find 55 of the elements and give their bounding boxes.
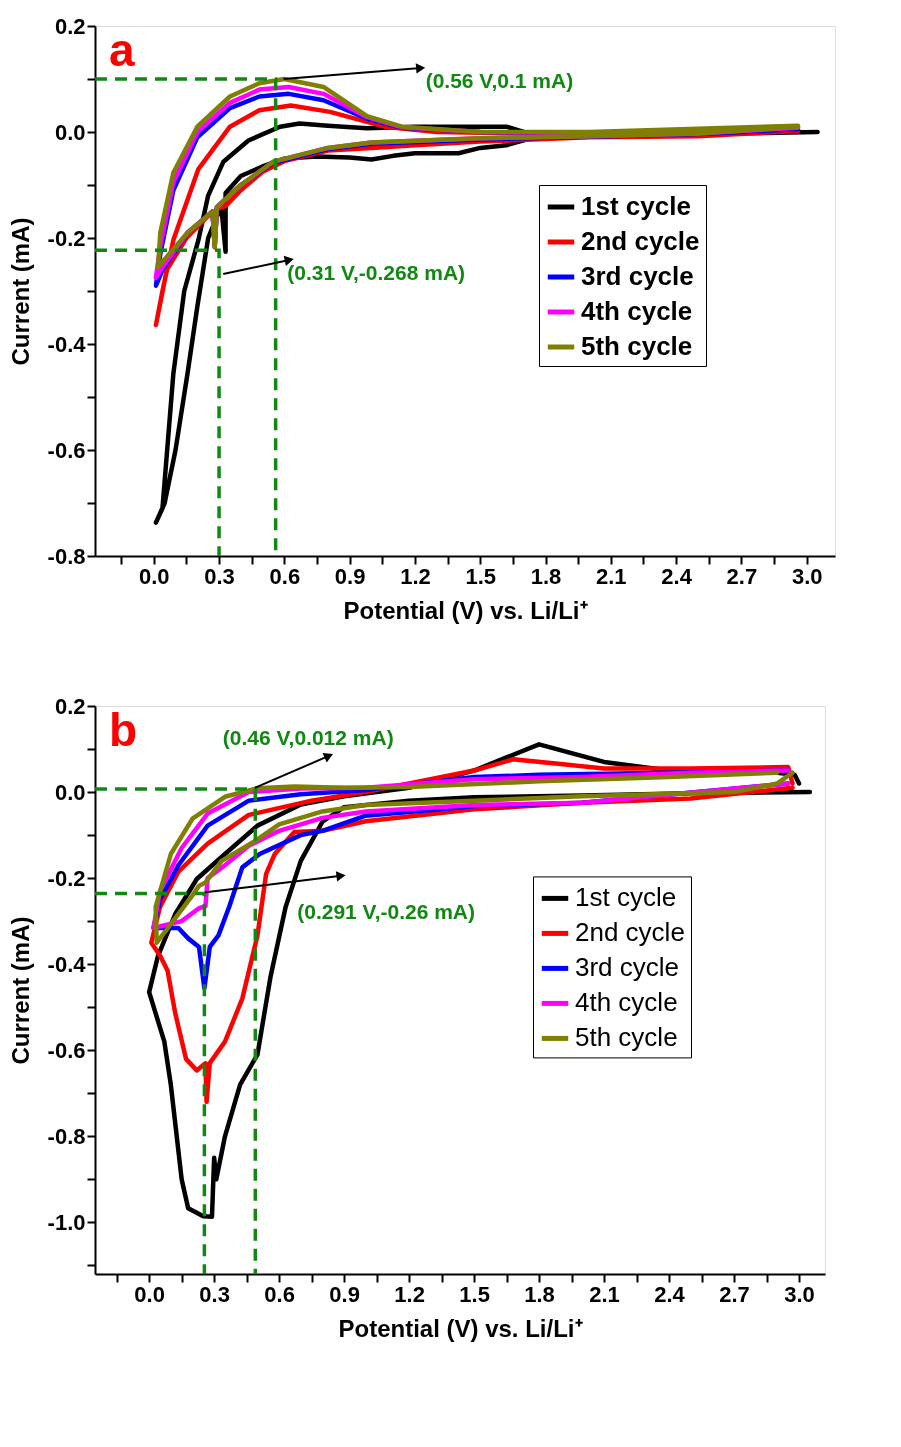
x-tick-label: 2.1 bbox=[589, 1281, 620, 1307]
annotation: b bbox=[109, 704, 138, 756]
x-tick-label: 1.2 bbox=[400, 563, 431, 589]
x-tick-label: 0.9 bbox=[334, 563, 366, 589]
legend-label: 5th cycle bbox=[575, 1022, 678, 1053]
annotation: (0.31 V,-0.268 mA) bbox=[287, 261, 466, 285]
x-tick-label: 1.5 bbox=[465, 563, 497, 589]
y-tick-label: 0.2 bbox=[54, 693, 86, 719]
x-axis-title: Potential (V) vs. Li/Li⁺ bbox=[343, 596, 588, 624]
y-axis-title: Current (mA) bbox=[6, 916, 34, 1065]
y-tick-label: 0.0 bbox=[54, 119, 86, 145]
legend-label: 2nd cycle bbox=[575, 917, 685, 948]
y-tick-label: -1.0 bbox=[47, 1209, 86, 1235]
y-tick-label: -0.2 bbox=[47, 865, 86, 891]
x-tick-label: 1.8 bbox=[530, 563, 562, 589]
y-tick-label: 0.0 bbox=[54, 779, 86, 805]
legend-label: 2nd cycle bbox=[581, 226, 700, 256]
legend-label: 1st cycle bbox=[581, 191, 691, 221]
annotation: (0.56 V,0.1 mA) bbox=[425, 69, 574, 92]
x-tick-label: 3.0 bbox=[784, 1281, 815, 1307]
legend-label: 4th cycle bbox=[581, 296, 693, 326]
x-tick-label: 1.5 bbox=[459, 1281, 490, 1307]
x-tick-label: 2.4 bbox=[654, 1281, 686, 1307]
x-tick-label: 3.0 bbox=[791, 563, 823, 589]
y-tick-label: -0.2 bbox=[47, 225, 86, 251]
x-tick-label: 1.8 bbox=[524, 1281, 555, 1307]
y-tick-label: -0.6 bbox=[47, 437, 86, 463]
x-tick-label: 2.7 bbox=[719, 1281, 750, 1307]
x-tick-label: 1.2 bbox=[394, 1281, 425, 1307]
y-tick-label: 0.2 bbox=[54, 13, 86, 39]
x-tick-label: 0.6 bbox=[269, 563, 301, 589]
legend-label: 1st cycle bbox=[575, 882, 677, 913]
legend-label: 3rd cycle bbox=[581, 261, 694, 291]
y-tick-label: -0.6 bbox=[47, 1037, 86, 1063]
y-tick-label: -0.8 bbox=[47, 1123, 86, 1149]
x-axis-title: Potential (V) vs. Li/Li⁺ bbox=[338, 1314, 583, 1342]
y-tick-label: -0.4 bbox=[47, 951, 87, 977]
y-tick-label: -0.8 bbox=[47, 543, 86, 569]
x-tick-label: 0.3 bbox=[199, 1281, 230, 1307]
x-tick-label: 0.0 bbox=[138, 563, 170, 589]
x-tick-label: 2.1 bbox=[596, 563, 627, 589]
x-tick-label: 2.4 bbox=[661, 563, 693, 589]
annotation: a bbox=[109, 24, 135, 76]
annotation: (0.291 V,-0.26 mA) bbox=[297, 900, 476, 924]
x-tick-label: 0.0 bbox=[134, 1281, 165, 1307]
y-axis-title: Current (mA) bbox=[6, 217, 34, 366]
x-tick-label: 0.3 bbox=[204, 563, 235, 589]
annotation: (0.46 V,0.012 mA) bbox=[222, 725, 394, 749]
y-tick-label: -0.4 bbox=[47, 331, 87, 357]
x-tick-label: 2.7 bbox=[726, 563, 758, 589]
legend-label: 4th cycle bbox=[575, 987, 678, 1018]
legend-label: 5th cycle bbox=[581, 331, 693, 361]
legend-label: 3rd cycle bbox=[575, 952, 680, 983]
x-tick-label: 0.9 bbox=[329, 1281, 360, 1307]
x-tick-label: 0.6 bbox=[264, 1281, 295, 1307]
